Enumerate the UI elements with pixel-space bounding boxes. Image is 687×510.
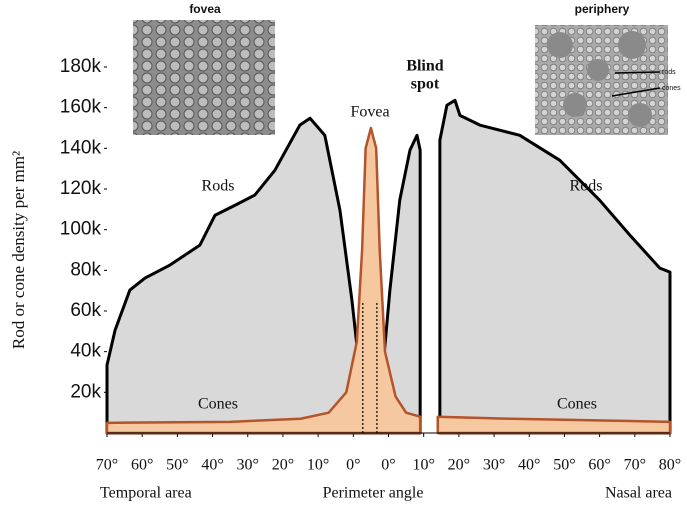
x-tick-label: 70° <box>624 457 646 474</box>
x-tick-label: 20° <box>448 457 470 474</box>
y-tick-label: 160k <box>60 97 102 118</box>
annotation: Cones <box>557 396 597 413</box>
x-tick-label: 10° <box>412 457 434 474</box>
x-tick-label: 20° <box>272 457 294 474</box>
cone-cell <box>587 59 609 81</box>
y-tick-label: 180k <box>60 56 102 77</box>
y-tick-label: 140k <box>60 137 102 158</box>
x-tick-label: 50° <box>553 457 575 474</box>
y-axis-label: Rod or cone density per mm² <box>9 151 28 349</box>
x-tick-label: 30° <box>483 457 505 474</box>
annotation: Rods <box>570 178 603 195</box>
annotation: Fovea <box>350 104 389 121</box>
x-tick-label: 60° <box>131 457 153 474</box>
inset-caption: fovea <box>189 2 221 16</box>
annotation: Blind <box>406 58 443 75</box>
page: {"chart_data": { "type": "area", "y_labe… <box>0 0 687 510</box>
x-tick-label: 10° <box>307 457 329 474</box>
series-label: Cones <box>198 396 238 413</box>
pointer <box>615 72 660 73</box>
x-tick-label: 0° <box>381 457 395 474</box>
x-tick-label: 50° <box>166 457 188 474</box>
y-tick-label: 60k <box>70 300 101 321</box>
cone-cell <box>618 31 646 59</box>
inset-label: cones <box>662 85 681 92</box>
y-tick-label: 20k <box>70 381 101 402</box>
fovea-image <box>133 20 275 135</box>
y-tick-label: 100k <box>60 219 102 240</box>
x-tick-label: 30° <box>237 457 259 474</box>
cone-cell <box>563 93 587 117</box>
cone-cell <box>628 103 652 127</box>
inset-caption: periphery <box>575 2 630 16</box>
x-tick-label: 0° <box>346 457 360 474</box>
x-tick-label: 60° <box>588 457 610 474</box>
x-axis-label: Perimeter angle <box>323 485 424 502</box>
y-tick-label: 40k <box>70 341 101 362</box>
x-tick-label: 40° <box>518 457 540 474</box>
cone-cell <box>547 32 573 58</box>
annotation: spot <box>411 76 440 93</box>
chart: 20k 40k 60k 80k 100k 120k 140k 160k 180k 70° 60° 50… <box>0 0 687 510</box>
y-tick-label: 80k <box>70 259 101 280</box>
series-label: Rods <box>202 178 235 195</box>
x-tick-label: 80° <box>659 457 681 474</box>
x-axis-label-left: Temporal area <box>100 485 192 502</box>
y-tick-label: 120k <box>60 178 102 199</box>
x-tick-label: 40° <box>201 457 223 474</box>
inset-label: rods <box>662 69 676 76</box>
x-axis-label-right: Nasal area <box>605 485 672 502</box>
x-tick-label: 70° <box>96 457 118 474</box>
